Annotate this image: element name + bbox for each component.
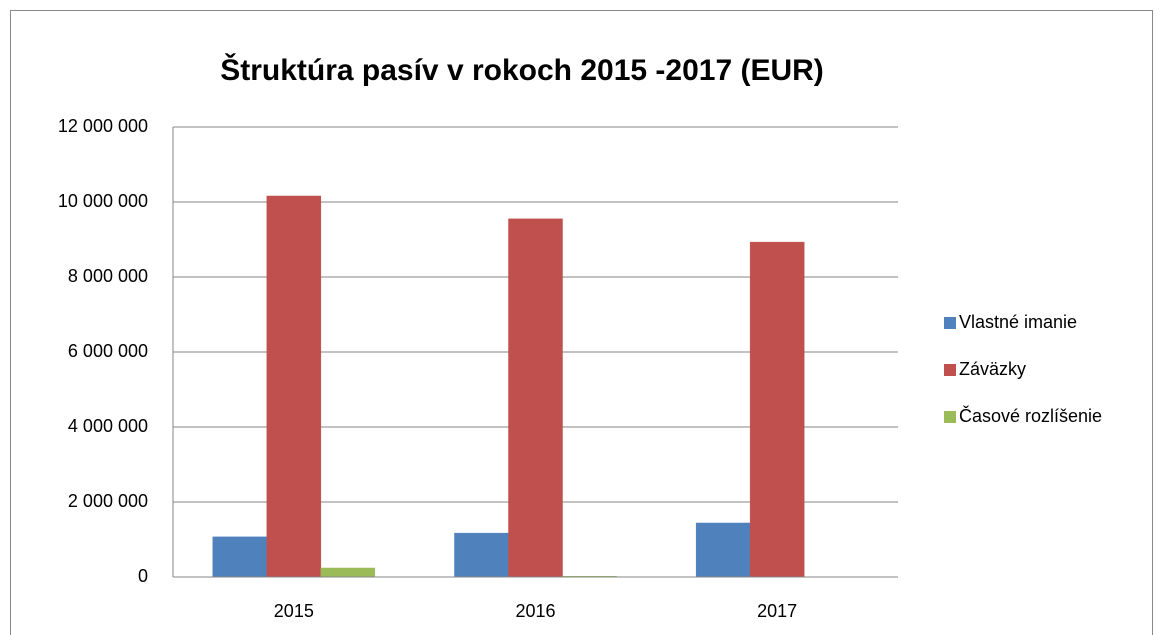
bar xyxy=(266,195,322,578)
y-tick-label: 12 000 000 xyxy=(58,116,148,136)
legend-swatch xyxy=(944,411,956,423)
chart-title: Štruktúra pasív v rokoch 2015 -2017 (EUR… xyxy=(220,53,824,87)
y-tick-label: 10 000 000 xyxy=(58,191,148,211)
x-tick-label: 2016 xyxy=(515,601,555,621)
legend-label: Záväzky xyxy=(959,359,1026,379)
legend-label: Časové rozlíšenie xyxy=(959,405,1102,426)
bar xyxy=(454,532,509,578)
chart-border xyxy=(10,10,1153,635)
y-tick-label: 2 000 000 xyxy=(68,491,148,511)
y-tick-label: 8 000 000 xyxy=(68,266,148,286)
x-tick-label: 2015 xyxy=(274,601,314,621)
bar xyxy=(749,241,805,578)
bar xyxy=(508,218,563,578)
y-tick-label: 6 000 000 xyxy=(68,341,148,361)
x-tick-label: 2017 xyxy=(757,601,797,621)
legend-label: Vlastné imanie xyxy=(959,312,1077,332)
y-tick-label: 0 xyxy=(138,566,148,586)
legend-swatch xyxy=(944,364,956,376)
bar xyxy=(695,522,751,578)
y-tick-label: 4 000 000 xyxy=(68,416,148,436)
bar xyxy=(320,567,376,578)
bar xyxy=(212,536,268,578)
legend-swatch xyxy=(944,317,956,329)
